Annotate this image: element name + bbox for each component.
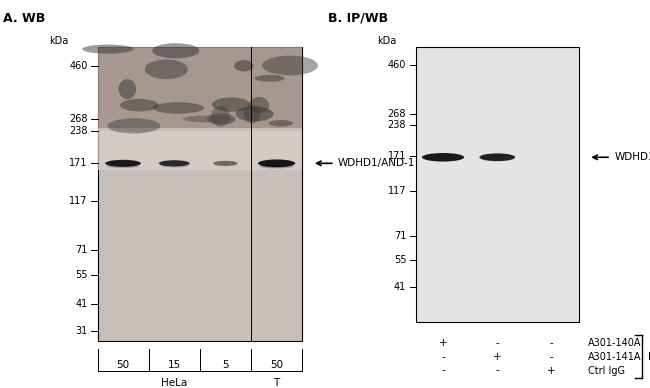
Text: 41: 41: [394, 282, 406, 292]
Text: kDa: kDa: [49, 36, 68, 46]
Text: -: -: [549, 352, 553, 362]
Text: 117: 117: [388, 185, 406, 196]
Text: 71: 71: [394, 232, 406, 241]
Ellipse shape: [244, 105, 260, 123]
Ellipse shape: [258, 159, 295, 167]
Text: IP: IP: [649, 352, 650, 362]
Ellipse shape: [161, 164, 188, 167]
Ellipse shape: [268, 120, 293, 126]
Ellipse shape: [107, 165, 139, 168]
Text: 171: 171: [70, 158, 88, 168]
Ellipse shape: [214, 164, 237, 166]
Text: -: -: [441, 365, 445, 376]
Ellipse shape: [212, 97, 250, 112]
Text: 15: 15: [168, 360, 181, 370]
FancyBboxPatch shape: [98, 47, 302, 131]
Ellipse shape: [262, 55, 318, 75]
Text: T: T: [274, 378, 280, 388]
Ellipse shape: [249, 97, 269, 113]
Ellipse shape: [153, 102, 204, 114]
Text: A. WB: A. WB: [3, 12, 46, 25]
Text: 71: 71: [75, 245, 88, 255]
Text: -: -: [495, 365, 499, 376]
Text: 268: 268: [388, 109, 406, 120]
Ellipse shape: [159, 160, 190, 166]
Text: 31: 31: [75, 326, 88, 336]
Text: 55: 55: [394, 255, 406, 265]
Text: 50: 50: [270, 360, 283, 370]
Ellipse shape: [120, 99, 159, 111]
Text: 460: 460: [388, 60, 406, 70]
Ellipse shape: [145, 59, 188, 79]
Text: -: -: [441, 352, 445, 362]
Ellipse shape: [211, 106, 230, 127]
Text: A301-140A: A301-140A: [588, 338, 642, 348]
Ellipse shape: [235, 106, 274, 121]
Ellipse shape: [213, 161, 238, 166]
Ellipse shape: [152, 43, 200, 58]
Ellipse shape: [105, 160, 141, 167]
FancyBboxPatch shape: [98, 47, 302, 341]
Text: 460: 460: [70, 61, 88, 71]
Ellipse shape: [207, 113, 235, 125]
Text: -: -: [495, 338, 499, 348]
Text: +: +: [547, 365, 556, 376]
Ellipse shape: [107, 118, 161, 133]
Text: 5: 5: [222, 360, 229, 370]
Text: 238: 238: [388, 120, 406, 130]
Text: 117: 117: [70, 196, 88, 206]
Text: 55: 55: [75, 270, 88, 280]
Text: 50: 50: [116, 360, 129, 370]
Ellipse shape: [183, 115, 233, 122]
Ellipse shape: [260, 165, 294, 168]
Text: kDa: kDa: [377, 36, 396, 46]
Text: 238: 238: [70, 126, 88, 136]
FancyBboxPatch shape: [416, 47, 578, 322]
Text: 268: 268: [70, 114, 88, 124]
Text: 41: 41: [75, 299, 88, 309]
Text: +: +: [493, 352, 502, 362]
Ellipse shape: [422, 153, 464, 161]
Text: Ctrl IgG: Ctrl IgG: [588, 365, 625, 376]
Text: B. IP/WB: B. IP/WB: [328, 12, 389, 25]
Text: 171: 171: [388, 151, 406, 161]
Ellipse shape: [83, 45, 134, 54]
Ellipse shape: [254, 75, 285, 82]
Text: -: -: [549, 338, 553, 348]
Text: A301-141A: A301-141A: [588, 352, 642, 362]
Text: WDHD1/AND-1: WDHD1/AND-1: [338, 158, 415, 168]
Text: WDHD1/AND-1: WDHD1/AND-1: [614, 152, 650, 162]
Text: +: +: [439, 338, 447, 348]
Ellipse shape: [234, 60, 254, 71]
FancyBboxPatch shape: [98, 128, 302, 170]
Ellipse shape: [480, 153, 515, 161]
Text: HeLa: HeLa: [161, 378, 187, 388]
Ellipse shape: [118, 79, 136, 99]
